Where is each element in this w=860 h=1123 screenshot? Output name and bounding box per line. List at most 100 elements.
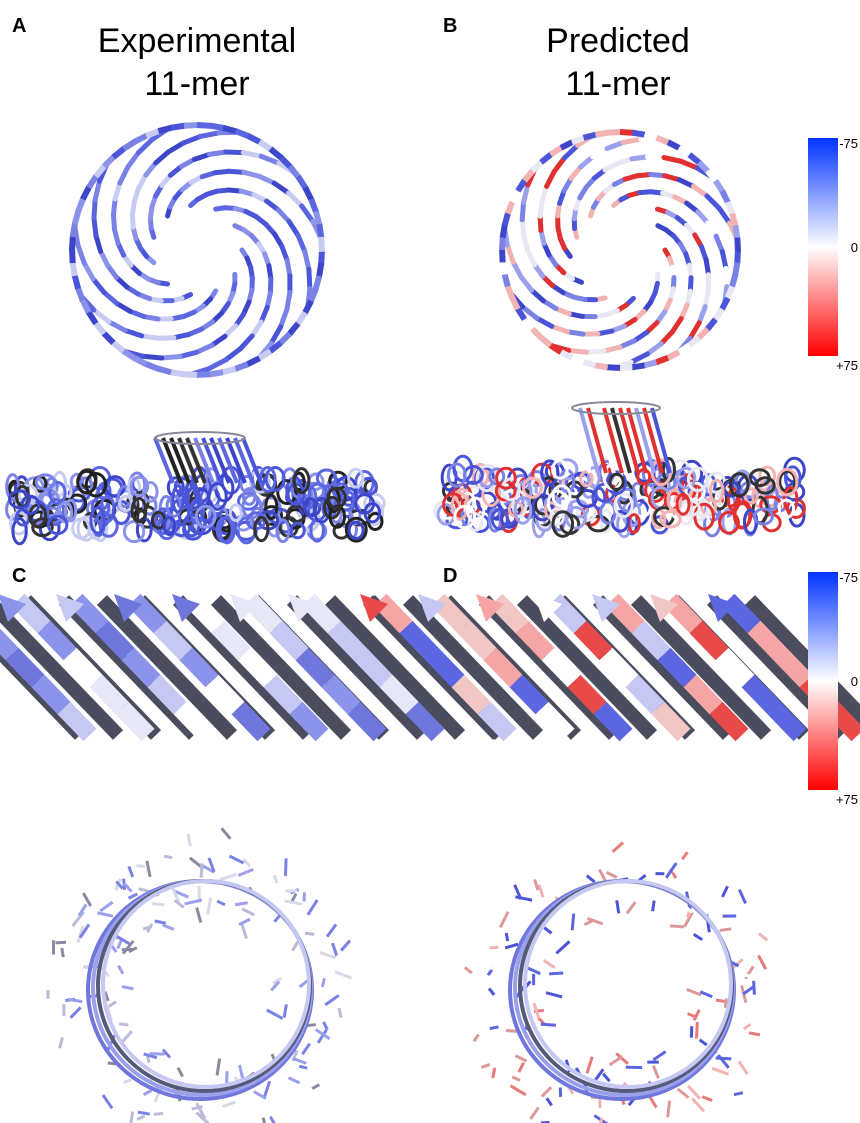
helix-segment	[630, 362, 645, 371]
side-chain	[282, 1004, 288, 1018]
helix-segment	[607, 129, 622, 136]
beta-strand	[233, 437, 255, 484]
helix-segment	[696, 160, 712, 175]
helix-segment	[180, 133, 203, 146]
helix-segment	[168, 368, 185, 378]
side-chain	[570, 913, 576, 931]
helix-segment	[277, 331, 292, 347]
side-chain	[320, 977, 326, 988]
strand-front	[31, 674, 71, 715]
side-chain	[598, 868, 607, 882]
beta-strand	[217, 437, 239, 484]
helix-coil	[500, 477, 521, 502]
strand-front	[689, 620, 729, 661]
helix-coil	[159, 507, 182, 534]
helix-segment	[302, 186, 315, 203]
helix-segment	[509, 188, 522, 204]
side-chain	[529, 1106, 540, 1120]
strand-front	[57, 701, 97, 742]
helix-segment	[74, 285, 86, 302]
side-chain	[681, 851, 689, 861]
strand-front	[63, 647, 103, 688]
helix-segment	[687, 320, 702, 341]
side-chain	[666, 1100, 672, 1118]
helix-segment	[125, 150, 141, 170]
side-chain	[514, 1019, 533, 1027]
side-chain	[206, 897, 213, 915]
side-chain	[684, 905, 694, 914]
helix-coil	[34, 473, 57, 491]
side-chain	[207, 857, 216, 873]
beta-strand	[225, 437, 247, 484]
helix-coil	[666, 488, 683, 512]
helix-segment	[159, 354, 183, 361]
side-chain	[542, 959, 556, 970]
side-chain	[676, 1087, 690, 1099]
helix-segment	[522, 167, 536, 183]
side-chain	[687, 1084, 702, 1100]
helix-segment	[719, 249, 729, 271]
helix-segment	[209, 333, 228, 348]
helix-segment	[111, 145, 127, 160]
helix-segment	[581, 358, 597, 369]
helix-coil	[354, 493, 376, 515]
helix-segment	[237, 333, 255, 352]
side-chain	[266, 1008, 284, 1020]
helix-segment	[244, 355, 261, 368]
helix-segment	[197, 130, 222, 139]
helix-coil	[758, 465, 777, 487]
helix-coil	[465, 496, 486, 524]
side-chain	[173, 889, 189, 899]
helix-segment	[234, 128, 251, 140]
strand-arrow	[708, 594, 736, 622]
panel-title: Predicted	[546, 22, 690, 60]
strand-back	[592, 595, 734, 740]
helix-coil	[732, 499, 753, 529]
helix-segment	[723, 265, 730, 289]
side-chain	[707, 952, 722, 961]
helix-coil	[141, 495, 158, 516]
helix-segment	[643, 131, 659, 142]
helix-segment	[271, 180, 292, 196]
helix-segment	[258, 304, 270, 325]
helix-segment	[278, 307, 290, 330]
helix-coil	[194, 504, 217, 529]
strand-front	[121, 647, 161, 688]
helix-segment	[93, 232, 104, 254]
helix-coil	[84, 471, 108, 498]
side-chain	[117, 964, 125, 975]
helix-segment	[232, 361, 249, 373]
side-chain	[325, 923, 338, 938]
helix-segment	[504, 283, 516, 300]
beta-strand	[201, 437, 223, 484]
side-chain	[101, 1094, 114, 1110]
helix-segment	[181, 371, 198, 378]
helix-coil	[8, 489, 32, 510]
helix-coil	[184, 479, 199, 508]
side-chain	[669, 924, 685, 929]
helix-segment	[306, 266, 313, 292]
beta-strand	[185, 437, 207, 484]
side-chain	[521, 905, 531, 920]
helix-segment	[294, 310, 308, 327]
beta-strand	[153, 437, 175, 484]
side-chain	[176, 1066, 184, 1078]
helix-segment	[620, 136, 644, 145]
side-chain	[272, 976, 283, 985]
helix-coil	[776, 467, 799, 497]
helix-segment	[258, 153, 282, 166]
helix-segment	[508, 295, 521, 311]
side-chain	[60, 947, 65, 958]
beta-strand	[209, 437, 231, 484]
helix-segment	[658, 329, 675, 347]
side-chain	[121, 985, 134, 991]
helix-segment	[549, 323, 570, 335]
side-chain	[234, 901, 248, 907]
helix-coil	[289, 521, 306, 540]
side-chain	[222, 1100, 236, 1108]
helix-segment	[240, 150, 264, 159]
side-chain	[261, 1117, 267, 1123]
strand-front	[289, 701, 329, 742]
panel-title: 11-mer	[144, 65, 249, 103]
helix-coil	[76, 469, 98, 495]
